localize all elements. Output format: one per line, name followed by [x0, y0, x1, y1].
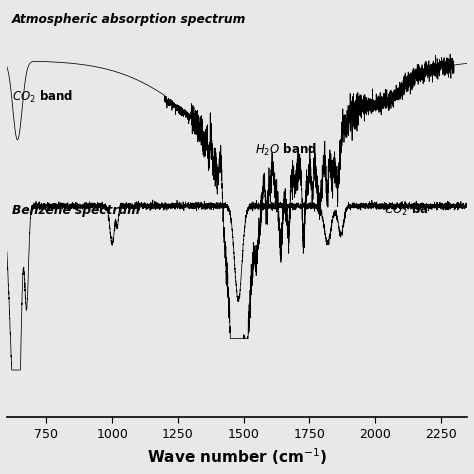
- X-axis label: Wave number (cm$^{-1}$): Wave number (cm$^{-1}$): [147, 447, 327, 467]
- Text: Benzene spectrum: Benzene spectrum: [11, 204, 139, 217]
- Text: $\it{CO_2}$ ba: $\it{CO_2}$ ba: [384, 202, 429, 218]
- Text: $\it{H_2O}$ band: $\it{H_2O}$ band: [255, 142, 317, 158]
- Text: Atmospheric absorption spectrum: Atmospheric absorption spectrum: [11, 13, 246, 26]
- Text: $\it{CO_2}$ band: $\it{CO_2}$ band: [11, 89, 73, 105]
